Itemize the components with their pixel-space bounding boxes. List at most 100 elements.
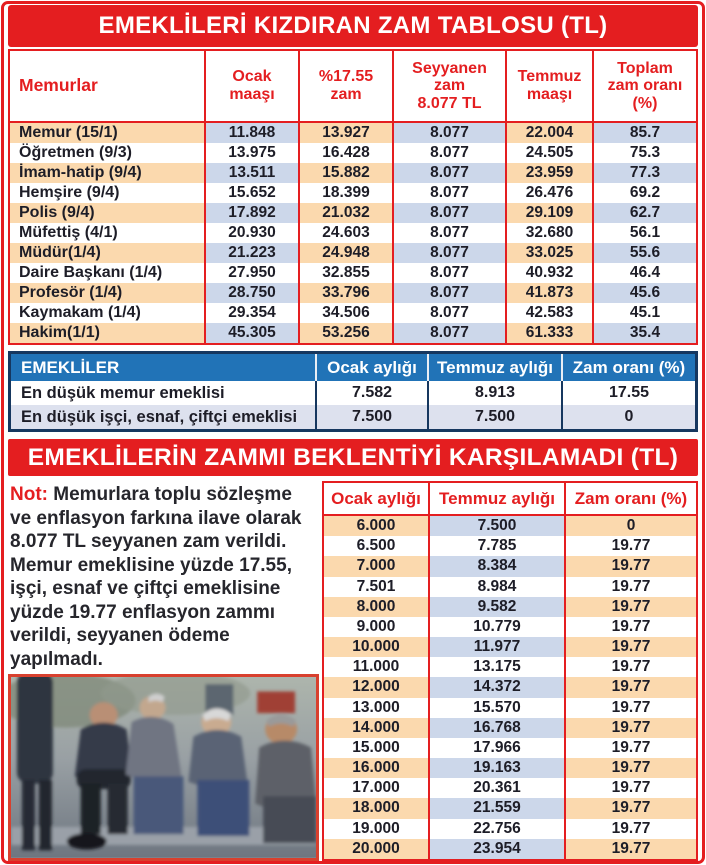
column-header-emekliler: EMEKLİLER bbox=[11, 354, 317, 381]
table-cell: Kaymakam (1/4) bbox=[10, 303, 206, 323]
table-cell: 8.913 bbox=[429, 381, 563, 405]
table-cell: 11.000 bbox=[324, 657, 430, 678]
table-cell: Öğretmen (9/3) bbox=[10, 143, 206, 163]
table-row: Hakim(1/1) 45.305 53.256 8.077 61.333 35.4 bbox=[10, 323, 696, 343]
note-label: Not: bbox=[10, 484, 48, 505]
table-cell: Hakim(1/1) bbox=[10, 323, 206, 343]
table-cell: 19.77 bbox=[611, 537, 651, 555]
salary-table-header-row: Memurlar Ocak maaşı %17.55 zam Seyyanen … bbox=[10, 51, 696, 123]
table-row: Memur (15/1) 11.848 13.927 8.077 22.004 85.7 bbox=[10, 123, 696, 143]
column-header-zam-orani: Zam oranı (%) bbox=[572, 357, 686, 377]
table-cell: 45.1 bbox=[629, 304, 661, 321]
table-cell: 8.077 bbox=[394, 183, 507, 203]
table-row: 13.000 15.570 19.77 bbox=[324, 697, 696, 718]
table-cell: 15.652 bbox=[206, 183, 300, 203]
note-text: Memurlara toplu sözleşme ve enflasyon fa… bbox=[10, 484, 302, 670]
table-cell: 69.2 bbox=[629, 184, 661, 201]
table-cell: 14.000 bbox=[324, 717, 430, 738]
table-cell: 12.000 bbox=[324, 677, 430, 698]
table-row: 17.000 20.361 19.77 bbox=[324, 778, 696, 799]
table-cell: 85.7 bbox=[594, 123, 696, 143]
column-header-memurlar: Memurlar bbox=[10, 51, 206, 121]
table-row: 6.000 7.500 0 bbox=[324, 516, 696, 537]
table-cell: 8.077 bbox=[394, 203, 507, 223]
column-header-zam-orani: Zam oranı (%) bbox=[574, 488, 688, 508]
table-cell: 16.000 bbox=[324, 758, 430, 779]
note-paragraph: Not: Memurlara toplu sözleşme ve enflasy… bbox=[8, 481, 319, 671]
pension-table-header-row: Ocak aylığı Temmuz aylığı Zam oranı (%) bbox=[324, 483, 696, 516]
table-cell: 19.77 bbox=[566, 758, 696, 779]
table-cell: 8.077 bbox=[394, 323, 507, 343]
table-cell: 22.004 bbox=[507, 123, 594, 143]
table-cell: 23.959 bbox=[507, 163, 594, 183]
table-row: 12.000 14.372 19.77 bbox=[324, 677, 696, 698]
pension-table-body: 6.000 7.500 0 6.500 7.785 19.77 7.000 8.384 19.7… bbox=[324, 516, 696, 859]
salary-table-title: EMEKLİLERİ KIZDIRAN ZAM TABLOSU (TL) bbox=[8, 5, 698, 47]
table-cell: 32.855 bbox=[300, 263, 394, 283]
table-row: Kaymakam (1/4) 29.354 34.506 8.077 42.583 45.… bbox=[10, 303, 696, 323]
table-cell: 20.930 bbox=[206, 223, 300, 243]
table-cell: 17.966 bbox=[430, 737, 566, 759]
table-cell: 16.768 bbox=[430, 717, 566, 738]
table-row: Profesör (1/4) 28.750 33.796 8.077 41.873 45.… bbox=[10, 283, 696, 303]
table-cell: 8.077 bbox=[394, 143, 507, 163]
table-cell: 19.77 bbox=[566, 798, 696, 819]
table-cell: 24.505 bbox=[507, 143, 594, 163]
table-cell: 29.354 bbox=[206, 303, 300, 323]
table-cell: 18.399 bbox=[300, 183, 394, 203]
table-row: En düşük işçi, esnaf, çiftçi emeklisi 7.5… bbox=[11, 405, 695, 429]
table-row: 9.000 10.779 19.77 bbox=[324, 616, 696, 638]
table-row: 7.000 8.384 19.77 bbox=[324, 556, 696, 577]
table-cell: 7.000 bbox=[324, 556, 430, 577]
table-cell: 7.500 bbox=[317, 405, 429, 429]
column-header-temmuz-maasi: Temmuz maaşı bbox=[507, 51, 594, 121]
table-cell: 41.873 bbox=[507, 283, 594, 303]
table-cell: 19.77 bbox=[611, 658, 651, 676]
table-cell: 8.384 bbox=[430, 556, 566, 577]
table-cell: 8.077 bbox=[394, 303, 507, 323]
table-cell: 26.476 bbox=[507, 183, 594, 203]
table-cell: 9.000 bbox=[324, 616, 430, 638]
column-header-seyyanen-zam: Seyyanen zam 8.077 TL bbox=[394, 51, 507, 121]
table-cell: Profesör (1/4) bbox=[10, 283, 206, 303]
table-cell: 27.950 bbox=[206, 263, 300, 283]
table-cell: 19.77 bbox=[611, 698, 651, 716]
table-cell: 8.984 bbox=[430, 576, 566, 597]
table-cell: 32.680 bbox=[507, 223, 594, 243]
table-cell: 24.948 bbox=[300, 243, 394, 263]
table-cell: Daire Başkanı (1/4) bbox=[10, 263, 206, 283]
table-cell: 8.000 bbox=[324, 596, 430, 617]
pensioners-photo-illustration bbox=[11, 677, 316, 858]
table-cell: En düşük işçi, esnaf, çiftçi emeklisi bbox=[11, 405, 317, 429]
table-cell: 8.077 bbox=[394, 243, 507, 263]
table-row: 10.000 11.977 19.77 bbox=[324, 637, 696, 658]
table-cell: 8.077 bbox=[394, 263, 507, 283]
table-cell: 61.333 bbox=[507, 323, 594, 343]
table-cell: 21.223 bbox=[206, 243, 300, 263]
table-cell: 7.582 bbox=[317, 381, 429, 405]
table-cell: 19.77 bbox=[566, 556, 696, 577]
table-cell: 15.882 bbox=[300, 163, 394, 183]
table-cell: 8.077 bbox=[394, 283, 507, 303]
table-cell: 7.500 bbox=[429, 405, 563, 429]
column-header-ocak-ayligi: Ocak aylığı bbox=[324, 483, 430, 514]
table-row: Öğretmen (9/3) 13.975 16.428 8.077 24.505 75.… bbox=[10, 143, 696, 163]
table-cell: 19.77 bbox=[611, 617, 651, 635]
retirees-table: EMEKLİLER Ocak aylığı Temmuz aylığı Zam … bbox=[8, 351, 698, 432]
table-cell: Hemşire (9/4) bbox=[10, 183, 206, 203]
column-header-ocak-maasi: Ocak maaşı bbox=[206, 51, 300, 121]
table-cell: 9.582 bbox=[430, 596, 566, 617]
table-cell: 17.55 bbox=[608, 384, 650, 401]
table-cell: 17.000 bbox=[324, 778, 430, 799]
table-cell: Müfettiş (4/1) bbox=[10, 223, 206, 243]
table-cell: 35.4 bbox=[594, 323, 696, 343]
table-cell: 75.3 bbox=[629, 144, 661, 161]
table-cell: 11.977 bbox=[430, 637, 566, 658]
table-row: 6.500 7.785 19.77 bbox=[324, 536, 696, 557]
salary-table: Memurlar Ocak maaşı %17.55 zam Seyyanen … bbox=[8, 49, 698, 345]
table-cell: 24.603 bbox=[300, 223, 394, 243]
table-cell: 23.954 bbox=[430, 838, 566, 859]
table-cell: 8.077 bbox=[394, 123, 507, 143]
table-cell: 13.175 bbox=[430, 657, 566, 678]
